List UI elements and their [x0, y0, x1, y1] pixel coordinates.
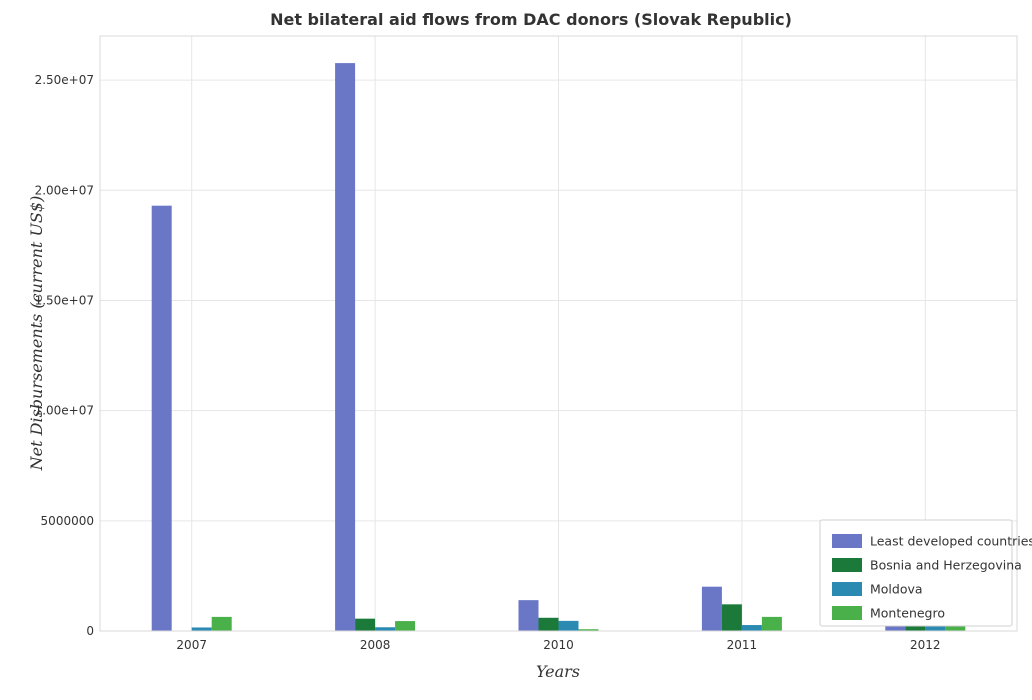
legend-swatch: [832, 534, 862, 548]
legend-swatch: [832, 582, 862, 596]
legend-label: Least developed countries: [870, 534, 1032, 549]
legend-label: Bosnia and Herzegovina: [870, 558, 1022, 573]
bar-montenegro: [395, 621, 416, 631]
legend-box: [819, 519, 1013, 627]
bar-montenegro: [211, 616, 232, 631]
legend-swatch: [832, 606, 862, 620]
bar-moldova: [558, 620, 579, 631]
x-tick-label: 2008: [360, 638, 391, 652]
legend: Least developed countries Bosnia and Herz…: [819, 519, 1032, 627]
bar-montenegro: [945, 622, 966, 631]
x-tick-label: 2010: [543, 638, 574, 652]
x-axis-label: Years: [536, 662, 580, 681]
bar-least-developed-countries: [335, 63, 356, 632]
bar-montenegro: [761, 616, 782, 631]
x-tick-label: 2007: [176, 638, 207, 652]
grid: [100, 36, 1017, 632]
y-tick-label: 5000000: [41, 514, 94, 528]
x-tick-label: 2012: [910, 638, 941, 652]
bar-bosnia-and-herzegovina: [905, 623, 926, 631]
bar-least-developed-countries: [151, 205, 172, 631]
y-tick-label: 1.00e+07: [35, 404, 94, 418]
bar-moldova: [741, 625, 762, 631]
y-axis-label: Net Disbursements (current US$): [27, 196, 46, 472]
legend-swatch: [832, 558, 862, 572]
bar-moldova: [925, 622, 946, 631]
bar-bosnia-and-herzegovina: [538, 617, 559, 631]
plot-frame: [99, 35, 1018, 632]
bar-least-developed-countries: [701, 586, 722, 631]
x-axis-ticks: 2007 2008 2010 2011 2012: [176, 638, 940, 652]
bar-montenegro: [578, 629, 599, 631]
bar-bosnia-and-herzegovina: [355, 618, 376, 631]
x-tick-label: 2011: [727, 638, 758, 652]
y-tick-label: 0: [86, 624, 94, 638]
y-tick-label: 1.50e+07: [35, 293, 94, 307]
bar-least-developed-countries: [518, 600, 539, 631]
bar-bosnia-and-herzegovina: [721, 604, 742, 631]
bars: [151, 63, 966, 632]
chart-title: Net bilateral aid flows from DAC donors …: [270, 10, 792, 29]
bar-moldova: [375, 627, 396, 631]
y-tick-label: 2.50e+07: [35, 73, 94, 87]
y-axis-ticks: 0 5000000 1.00e+07 1.50e+07 2.00e+07 2.50e+07: [35, 73, 94, 638]
y-tick-label: 2.00e+07: [35, 183, 94, 197]
bar-moldova: [191, 627, 212, 631]
legend-label: Moldova: [870, 582, 923, 597]
legend-label: Montenegro: [870, 606, 945, 621]
